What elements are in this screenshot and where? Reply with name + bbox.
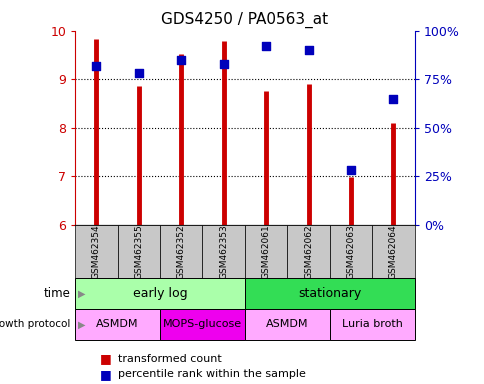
Point [92,63,100,69]
Text: percentile rank within the sample: percentile rank within the sample [118,369,305,379]
Point [262,43,270,49]
Bar [329,309,414,340]
Text: transformed count: transformed count [118,354,221,364]
Text: ASMDM: ASMDM [266,319,308,329]
Bar [75,225,117,278]
Point [219,61,227,67]
Bar [75,309,160,340]
Text: GSM462354: GSM462354 [91,224,101,279]
Point [304,47,312,53]
Text: time: time [44,287,70,300]
Bar [287,225,329,278]
Bar [117,225,160,278]
Text: GSM462353: GSM462353 [219,224,228,279]
Text: stationary: stationary [298,287,361,300]
Bar [160,309,244,340]
Text: ASMDM: ASMDM [96,319,138,329]
Point [347,167,354,174]
Bar [244,225,287,278]
Text: Luria broth: Luria broth [341,319,402,329]
Text: ▶: ▶ [77,319,85,329]
Bar [244,309,329,340]
Point [135,70,142,76]
Text: growth protocol: growth protocol [0,319,70,329]
Text: GSM462062: GSM462062 [303,224,313,279]
Text: MOPS-glucose: MOPS-glucose [163,319,242,329]
Text: GSM462355: GSM462355 [134,224,143,279]
Text: GSM462352: GSM462352 [176,224,185,279]
Text: ■: ■ [99,353,111,366]
Text: GSM462061: GSM462061 [261,224,270,279]
Bar [244,278,414,309]
Bar [75,278,244,309]
Text: GSM462063: GSM462063 [346,224,355,279]
Point [177,57,185,63]
Bar [372,225,414,278]
Text: early log: early log [133,287,187,300]
Bar [329,225,372,278]
Text: ■: ■ [99,368,111,381]
Text: ▶: ▶ [77,289,85,299]
Bar [202,225,244,278]
Text: GSM462064: GSM462064 [388,224,397,279]
Point [389,96,396,102]
Bar [160,225,202,278]
Title: GDS4250 / PA0563_at: GDS4250 / PA0563_at [161,12,328,28]
